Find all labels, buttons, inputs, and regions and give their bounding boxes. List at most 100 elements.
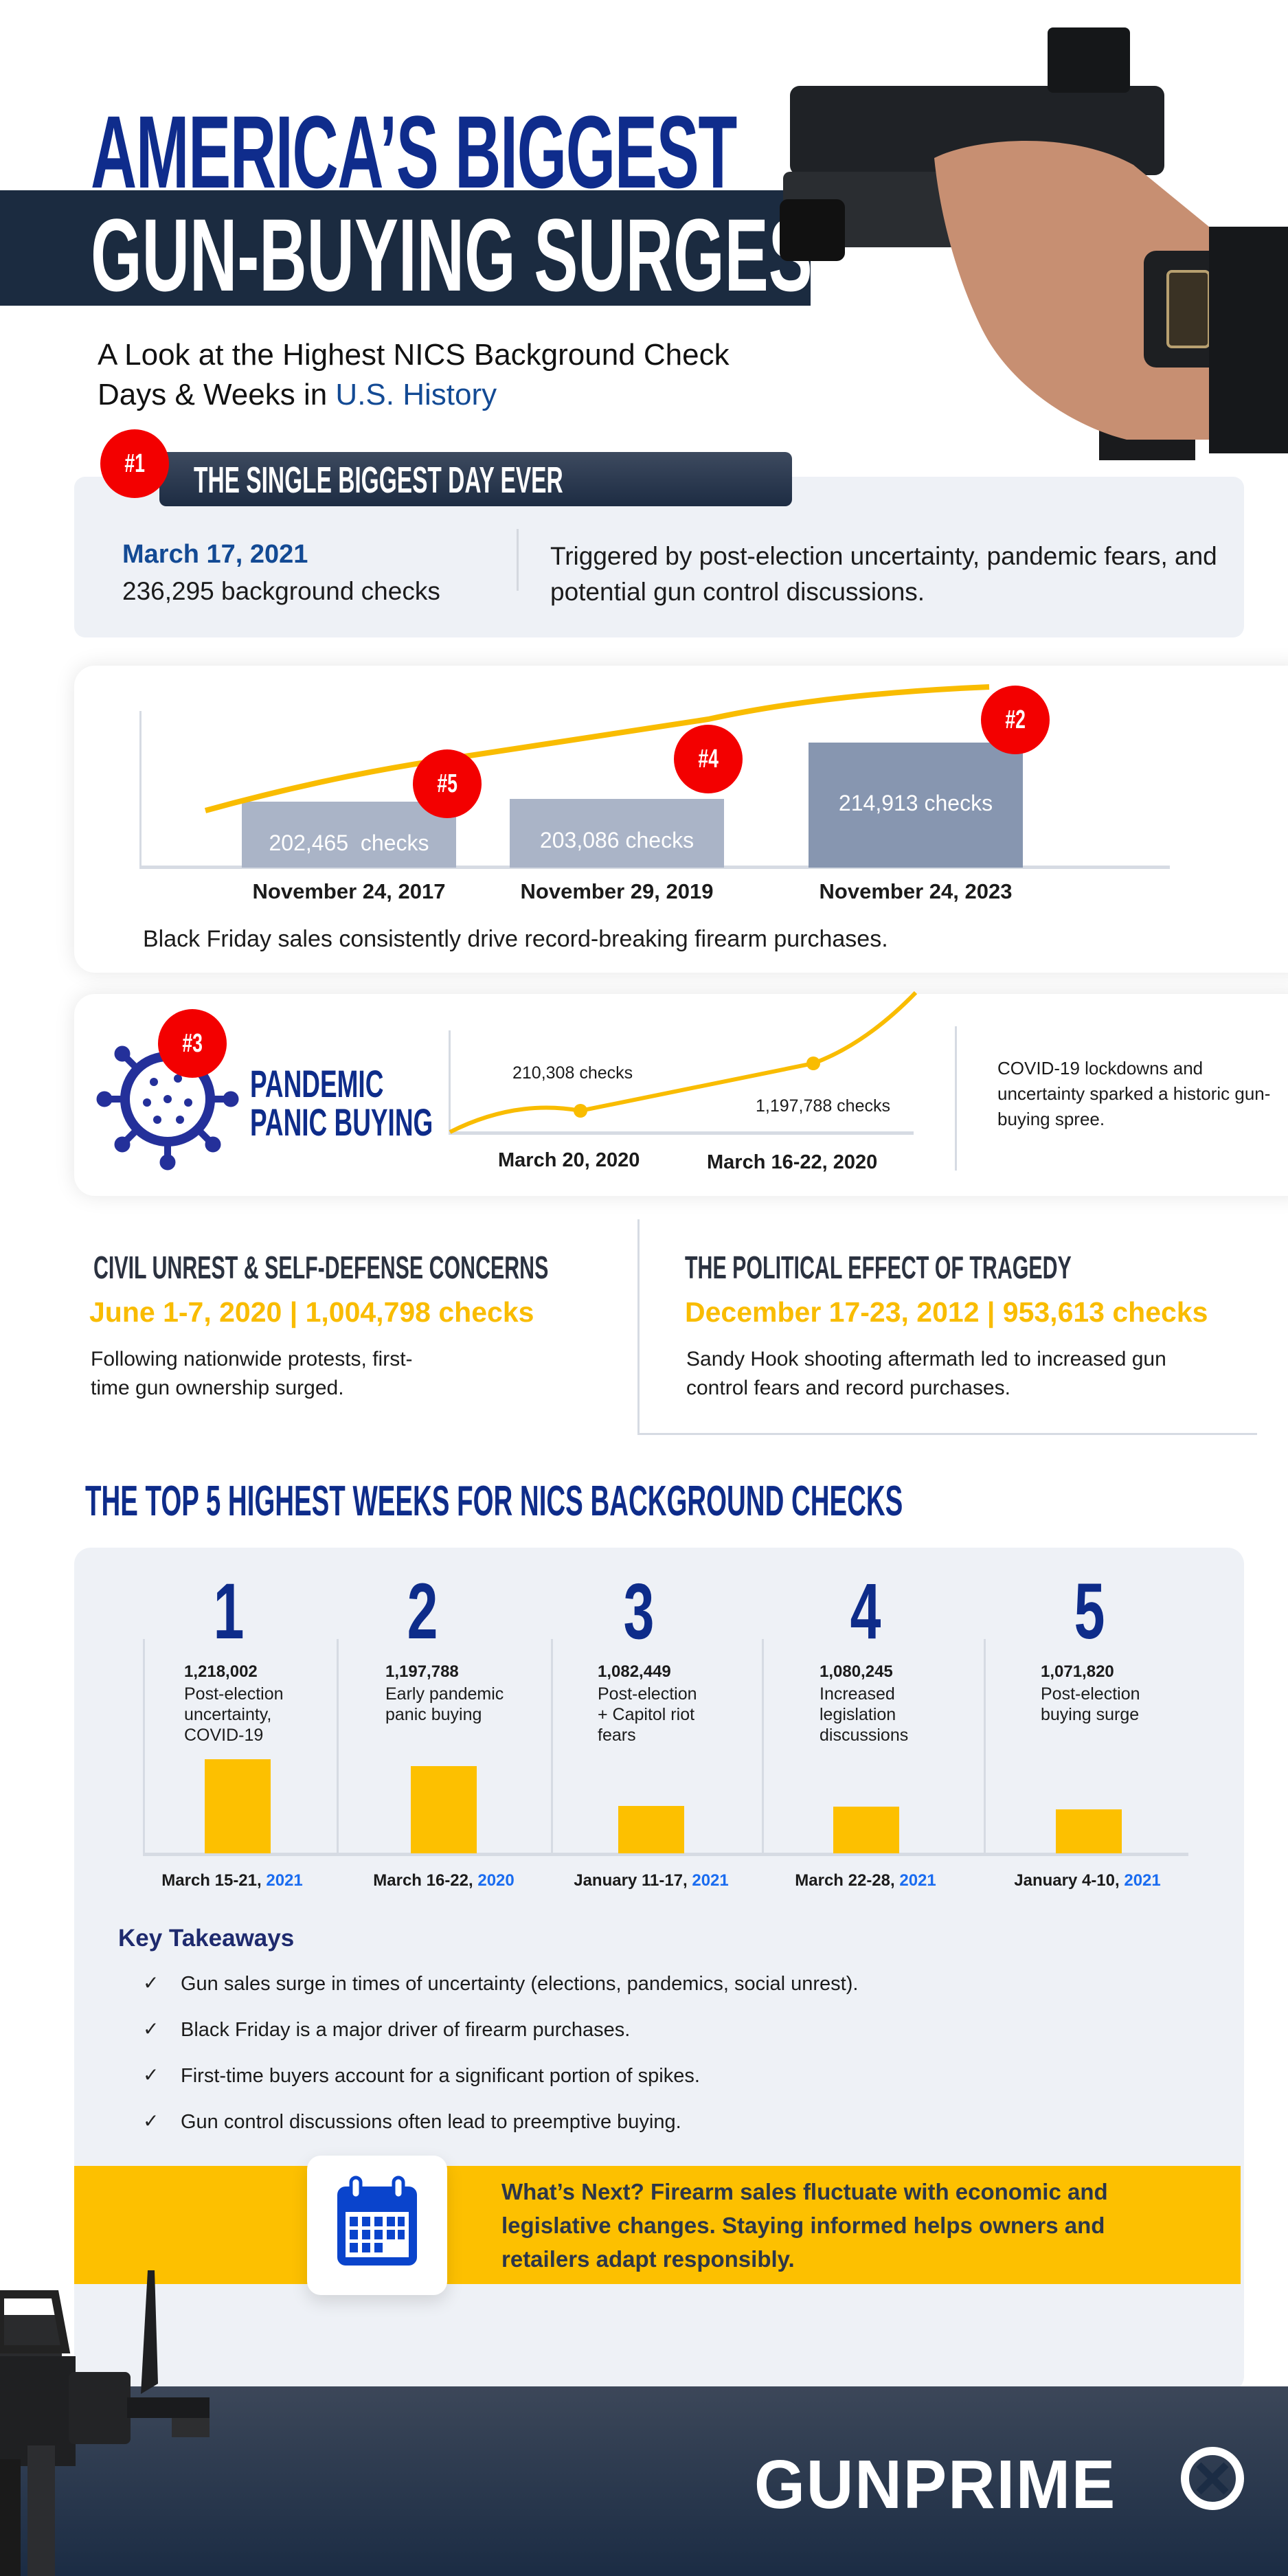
rank-number: 1: [213, 1568, 245, 1656]
week-description: discussions: [820, 1726, 909, 1745]
civil-unrest-description: Following nationwide protests, first- ti…: [91, 1345, 413, 1403]
black-friday-date: November 24, 2017: [252, 879, 446, 903]
black-friday-bar-label: 203,086 checks: [539, 827, 694, 852]
takeaways-heading: Key Takeaways: [118, 1925, 295, 1952]
pandemic-date-1: March 20, 2020: [498, 1149, 640, 1171]
biggest-day-heading-bar: [159, 452, 792, 506]
week-bar: [205, 1759, 271, 1853]
title-band: [0, 190, 811, 306]
pandemic-chart-x-axis: [449, 1131, 914, 1135]
week-year: 2021: [1124, 1871, 1161, 1890]
biggest-day-description: Triggered by post-election uncertainty, …: [550, 542, 1217, 606]
checkmark-icon: ✓: [143, 2064, 159, 2086]
whats-next-line1: What’s Next? Firearm sales fluctuate wit…: [501, 2179, 1108, 2204]
divider: [637, 1219, 640, 1434]
biggest-day-heading: THE SINGLE BIGGEST DAY EVER: [194, 460, 563, 501]
week-value: 1,080,245: [820, 1662, 893, 1681]
pandemic-title-line2: PANIC BUYING: [250, 1100, 433, 1144]
week-date-range: January 11-17,: [574, 1871, 692, 1890]
footer: [0, 2386, 1288, 2576]
week-value: 1,082,449: [598, 1662, 671, 1681]
week-dates: March 15-21, 2021: [129, 1871, 335, 1890]
subtitle-highlight: U.S. History: [335, 378, 497, 411]
black-friday-caption: Black Friday sales consistently drive re…: [143, 926, 888, 952]
tragedy-heading: THE POLITICAL EFFECT OF TRAGEDY: [685, 1250, 1072, 1285]
week-value: 1,197,788: [385, 1662, 459, 1681]
checkmark-icon: ✓: [143, 1972, 159, 1993]
gunprime-logo-text: GUNPRIME: [754, 2446, 1117, 2523]
tragedy-description-line1: Sandy Hook shooting aftermath led to inc…: [686, 1348, 1166, 1370]
week-description: panic buying: [385, 1705, 482, 1724]
week-bar: [1056, 1809, 1122, 1853]
pandemic-title-line1: PANDEMIC: [250, 1062, 384, 1105]
whats-next-line3: retailers adapt responsibly.: [501, 2246, 795, 2272]
week-description: uncertainty,: [184, 1705, 272, 1724]
rank-badge-3: #3: [158, 1009, 227, 1078]
takeaway-item: Gun sales surge in times of uncertainty …: [181, 1973, 859, 1995]
week-description: fears: [598, 1726, 636, 1745]
subtitle-prefix: Days & Weeks in: [98, 378, 336, 411]
column-divider: [551, 1639, 553, 1853]
week-bar: [833, 1806, 899, 1853]
week-description: Early pandemic: [385, 1684, 504, 1704]
week-year: 2021: [692, 1871, 729, 1890]
takeaway-item: Gun control discussions often lead to pr…: [181, 2111, 681, 2133]
divider: [637, 1433, 1257, 1435]
week-description: Increased: [820, 1684, 895, 1704]
checkmark-icon: ✓: [143, 2018, 159, 2040]
rank-badge: #4: [674, 725, 743, 793]
tragedy-description: Sandy Hook shooting aftermath led to inc…: [686, 1345, 1166, 1403]
pandemic-point2-label: 1,197,788 checks: [756, 1096, 890, 1116]
week-value: 1,071,820: [1041, 1662, 1114, 1681]
rank-badge: #2: [981, 686, 1050, 754]
page-title-line1: AMERICA’S BIGGEST: [91, 94, 737, 210]
week-description: + Capitol riot: [598, 1705, 695, 1724]
tragedy-stat: December 17-23, 2012 | 953,613 checks: [685, 1296, 1208, 1328]
whats-next-line2: legislative changes. Staying informed he…: [501, 2213, 1105, 2238]
week-date-range: March 15-21,: [161, 1871, 267, 1890]
whats-next-banner: [74, 2166, 1241, 2284]
week-description: Post-election: [184, 1684, 284, 1704]
week-bar: [411, 1766, 477, 1853]
whats-next-text: What’s Next? Firearm sales fluctuate wit…: [501, 2175, 1108, 2276]
black-friday-date: November 24, 2023: [819, 879, 1013, 903]
week-dates: March 16-22, 2020: [341, 1871, 547, 1890]
rank-number: 2: [407, 1568, 438, 1656]
black-friday-date: November 29, 2019: [520, 879, 714, 903]
pandemic-title: PANDEMIC PANIC BUYING: [250, 1065, 433, 1142]
week-value: 1,218,002: [184, 1662, 258, 1681]
subtitle-line1: A Look at the Highest NICS Background Ch…: [98, 338, 730, 372]
column-divider: [984, 1639, 986, 1853]
column-divider: [337, 1639, 339, 1853]
civil-unrest-stat: June 1-7, 2020 | 1,004,798 checks: [89, 1296, 534, 1328]
pandemic-point1-label: 210,308 checks: [512, 1063, 633, 1083]
rank-number: 3: [623, 1568, 655, 1656]
week-bar: [618, 1805, 684, 1853]
pandemic-description: COVID-19 lockdowns and uncertainty spark…: [997, 1058, 1271, 1129]
rank-number: 4: [850, 1568, 881, 1656]
week-date-range: March 22-28,: [795, 1871, 900, 1890]
rank-badge: #5: [413, 749, 482, 818]
week-dates: January 4-10, 2021: [984, 1871, 1190, 1890]
calendar-icon: [337, 2176, 417, 2266]
week-year: 2021: [266, 1871, 303, 1890]
takeaway-item: First-time buyers account for a signific…: [181, 2065, 700, 2087]
pandemic-date-2: March 16-22, 2020: [707, 1151, 878, 1173]
divider: [955, 1026, 957, 1171]
week-year: 2021: [899, 1871, 936, 1890]
black-friday-bar-label: 202,465 checks: [269, 831, 429, 855]
divider: [517, 529, 519, 591]
biggest-day-checks: 236,295 background checks: [122, 577, 440, 605]
week-year: 2020: [477, 1871, 515, 1890]
rank-number: 5: [1074, 1568, 1105, 1656]
calendar-card: [307, 2156, 447, 2295]
week-dates: March 22-28, 2021: [762, 1871, 969, 1890]
black-friday-bar-label: 214,913 checks: [838, 791, 993, 815]
pandemic-chart-y-axis: [449, 1030, 451, 1133]
civil-unrest-description-line1: Following nationwide protests, first-: [91, 1348, 413, 1370]
week-date-range: January 4-10,: [1014, 1871, 1125, 1890]
biggest-day-date: March 17, 2021: [122, 540, 308, 569]
top5-heading: THE TOP 5 HIGHEST WEEKS FOR NICS BACKGRO…: [85, 1478, 903, 1525]
chart-y-axis: [143, 1639, 145, 1855]
chart-x-axis: [143, 1853, 1188, 1856]
